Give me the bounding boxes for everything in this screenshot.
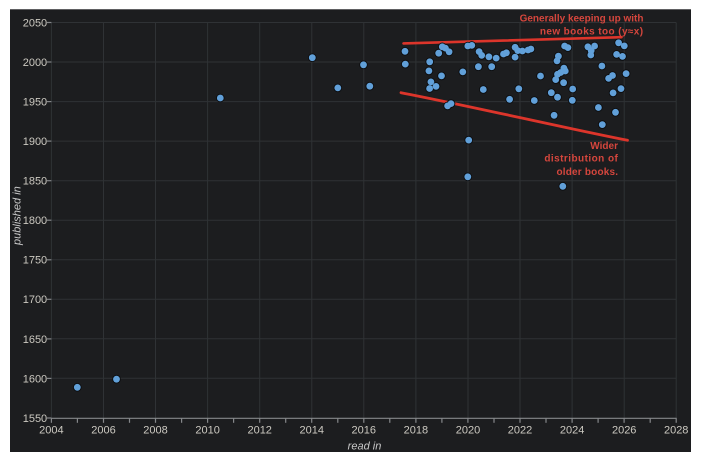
svg-text:2014: 2014 <box>300 425 324 437</box>
svg-text:2006: 2006 <box>91 425 115 437</box>
svg-text:older books.: older books. <box>556 167 618 178</box>
svg-text:2022: 2022 <box>508 425 532 437</box>
svg-text:2012: 2012 <box>247 425 271 437</box>
svg-text:1850: 1850 <box>23 176 47 188</box>
svg-text:2000: 2000 <box>23 57 47 69</box>
svg-text:2010: 2010 <box>195 425 219 437</box>
svg-text:1550: 1550 <box>23 413 47 425</box>
svg-text:1650: 1650 <box>23 334 47 346</box>
svg-text:2018: 2018 <box>404 425 428 437</box>
svg-text:Wider: Wider <box>590 141 618 152</box>
svg-text:1750: 1750 <box>23 255 47 267</box>
svg-text:2004: 2004 <box>39 425 63 437</box>
svg-text:2026: 2026 <box>612 425 636 437</box>
svg-text:read in: read in <box>348 441 382 453</box>
svg-text:1950: 1950 <box>23 97 47 109</box>
svg-text:1600: 1600 <box>23 373 47 385</box>
svg-text:2020: 2020 <box>456 425 480 437</box>
svg-text:2024: 2024 <box>560 425 584 437</box>
svg-text:1700: 1700 <box>23 294 47 306</box>
svg-text:new books too (y≈x): new books too (y≈x) <box>540 27 644 38</box>
svg-text:published in: published in <box>11 186 23 246</box>
svg-text:2050: 2050 <box>23 18 47 30</box>
svg-text:2016: 2016 <box>352 425 376 437</box>
svg-text:distribution of: distribution of <box>544 154 618 165</box>
svg-text:2028: 2028 <box>664 425 688 437</box>
svg-text:1800: 1800 <box>23 215 47 227</box>
svg-text:1900: 1900 <box>23 136 47 148</box>
svg-text:Generally keeping up with: Generally keeping up with <box>520 13 644 24</box>
svg-text:2008: 2008 <box>143 425 167 437</box>
